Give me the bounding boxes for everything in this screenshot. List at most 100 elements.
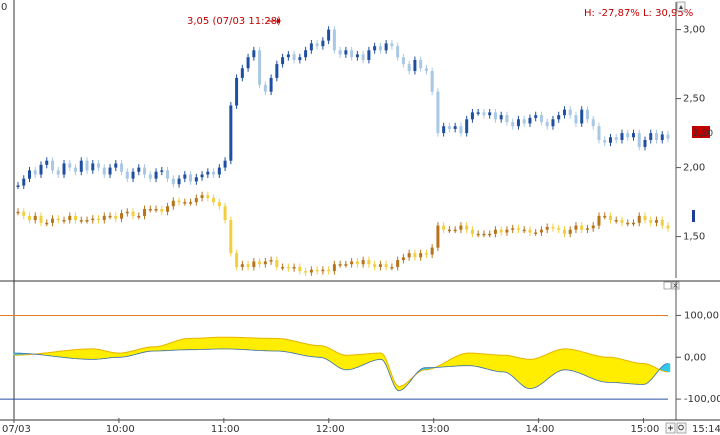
oscillator-fill-segment — [537, 356, 541, 387]
candle-body — [143, 167, 147, 175]
oscillator-fill — [13, 336, 671, 392]
candle-body — [361, 260, 365, 265]
candle-body — [286, 54, 290, 58]
oscillator-fill-segment — [543, 354, 547, 383]
oscillator-fill-segment — [301, 342, 305, 356]
candle-body — [298, 57, 302, 60]
oscillator-fill-segment — [253, 337, 257, 351]
oscillator-fill-segment — [635, 362, 639, 385]
candle-body — [281, 266, 285, 269]
candle-body — [557, 228, 561, 230]
candle-body — [373, 264, 377, 267]
candle-body — [114, 163, 118, 168]
oscillator-fill-segment — [547, 352, 551, 380]
candle-body — [447, 229, 451, 232]
candle-body — [206, 195, 210, 198]
oscillator-fill-segment — [83, 348, 87, 360]
candle-body — [505, 229, 509, 233]
candle-body — [459, 126, 463, 134]
oscillator-fill-segment — [103, 350, 107, 359]
oscillator-fill-segment — [489, 354, 493, 371]
oscillator-fill-segment — [513, 356, 517, 381]
candle-body — [568, 229, 572, 234]
oscillator-fill-segment — [185, 338, 189, 351]
candle-body — [252, 261, 256, 267]
oscillator-fill-segment — [545, 353, 549, 381]
candle-body — [102, 167, 106, 175]
candle-body — [534, 232, 538, 234]
x-tick-label: 11:00 — [211, 424, 240, 435]
candle-body — [212, 171, 216, 175]
oscillator-fill-segment — [553, 350, 557, 375]
oscillator-fill-segment — [77, 349, 81, 360]
oscillator-fill-segment — [361, 353, 365, 366]
corner-label: 0 — [1, 2, 7, 13]
zoom-search-button[interactable] — [676, 422, 687, 434]
candle-body — [338, 264, 342, 266]
oscillator-fill-segment — [85, 348, 89, 360]
candle-body — [240, 68, 244, 78]
oscillator-fill-segment — [67, 349, 71, 359]
oscillator-fill-segment — [285, 339, 289, 353]
last-value-tag-text: 2,20 — [693, 129, 713, 139]
candle-body — [499, 115, 503, 120]
oscillator-fill-segment — [567, 348, 571, 371]
oscillator-fill-segment — [79, 348, 83, 360]
oscillator-fill-segment — [597, 355, 601, 382]
candle-body — [465, 119, 469, 134]
oscillator-fill-segment — [341, 354, 345, 370]
oscillator-fill-segment — [643, 363, 647, 385]
candle-body — [74, 215, 78, 221]
oscillator-fill-segment — [493, 354, 497, 372]
oscillator-fill-segment — [519, 357, 523, 386]
oscillator-fill-segment — [247, 337, 251, 351]
oscillator-fill-segment — [331, 349, 335, 365]
candle-body — [505, 115, 509, 123]
candle-body — [189, 202, 193, 204]
oscillator-fill-segment — [503, 354, 507, 373]
candle-body — [327, 269, 331, 272]
oscillator-fill-segment — [613, 357, 617, 383]
candle-body — [585, 228, 589, 230]
candle-body — [177, 178, 181, 185]
candle-body — [16, 211, 20, 214]
candle-body — [522, 229, 526, 232]
oscillator-fill-segment — [219, 336, 223, 350]
oscillator-fill-segment — [633, 362, 637, 385]
oscillator-fill-segment — [575, 349, 579, 373]
candle-body — [114, 215, 118, 219]
candle-body — [545, 226, 549, 230]
candle-body — [355, 261, 359, 265]
oscillator-fill-segment — [577, 350, 581, 374]
candle-body — [476, 233, 480, 236]
oscillator-fill-segment — [619, 358, 623, 384]
candle-body — [413, 59, 417, 71]
candle-body — [654, 220, 658, 223]
oscillator-fill-segment — [201, 337, 205, 350]
candle-body — [33, 170, 37, 175]
oscillator-fill-segment — [325, 346, 329, 361]
oscillator-fill-segment — [517, 357, 521, 384]
oscillator-fill-segment — [607, 357, 611, 383]
oscillator-fill-segment — [97, 349, 101, 360]
x-tick-label: 07/03 — [2, 424, 31, 435]
candle-body — [327, 29, 331, 41]
lower-y-tick-label: 0,00 — [684, 352, 706, 363]
candle-body — [246, 57, 250, 69]
minimize-panel-button[interactable] — [663, 281, 672, 290]
blue-tag-marker — [692, 210, 695, 222]
candle-body — [470, 229, 474, 234]
oscillator-fill-segment — [353, 354, 357, 369]
x-tick-label: 14:00 — [526, 424, 555, 435]
candle-body — [315, 43, 319, 47]
oscillator-fill-segment — [81, 348, 85, 360]
oscillator-fill-segment — [511, 355, 515, 379]
oscillator-fill-segment — [173, 340, 177, 351]
oscillator-fill-segment — [629, 361, 633, 385]
high-low-readout: H: -27,87% L: 30,95% — [584, 8, 693, 19]
oscillator-fill-segment — [641, 363, 645, 385]
candle-body — [321, 40, 325, 47]
oscillator-fill-segment — [621, 359, 625, 384]
oscillator-fill-segment — [457, 354, 461, 367]
oscillator-fill-segment — [601, 356, 605, 383]
